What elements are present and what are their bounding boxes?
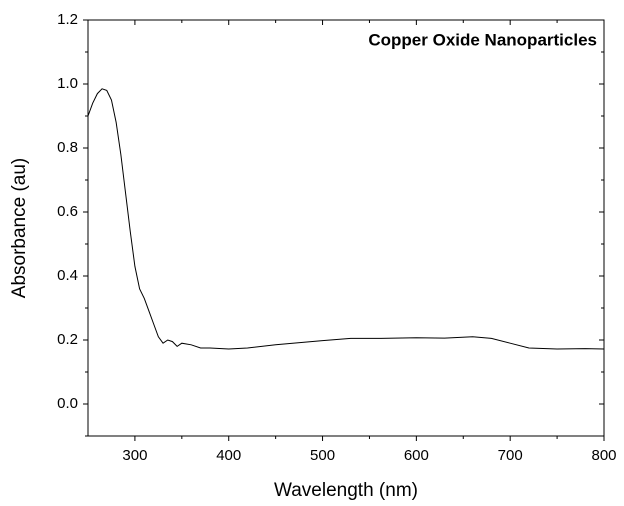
y-tick-label: 0.0 (57, 395, 78, 412)
plot-frame (87, 19, 605, 437)
y-tick-label: 0.4 (57, 267, 78, 284)
x-tick-label: 500 (310, 447, 335, 464)
x-tick-label: 800 (591, 447, 616, 464)
x-tick-label: 700 (498, 447, 523, 464)
y-tick-label: 1.2 (57, 11, 78, 28)
chart-title: Copper Oxide Nanoparticles (368, 30, 597, 49)
y-axis-label: Absorbance (au) (9, 158, 30, 298)
y-tick-label: 0.2 (57, 331, 78, 348)
x-axis-label: Wavelength (nm) (274, 480, 418, 501)
data-line (87, 88, 605, 350)
y-tick-label: 0.8 (57, 139, 78, 156)
y-tick-label: 1.0 (57, 75, 78, 92)
x-tick-label: 600 (404, 447, 429, 464)
x-tick-label: 400 (216, 447, 241, 464)
x-tick-label: 300 (122, 447, 147, 464)
y-tick-label: 0.6 (57, 203, 78, 220)
